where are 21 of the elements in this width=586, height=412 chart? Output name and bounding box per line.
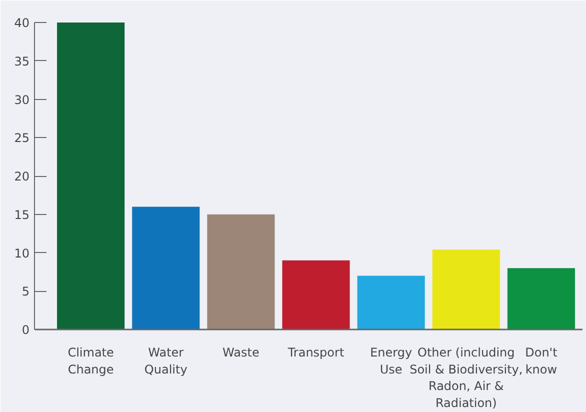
x-tick-label: Waste <box>222 346 260 360</box>
y-tick-label: 40 <box>14 16 30 30</box>
bar <box>207 214 275 330</box>
y-tick-label: 0 <box>22 323 30 337</box>
bar <box>432 250 500 330</box>
x-tick-label: Water Quality <box>144 346 188 376</box>
x-tick-label: Climate Change <box>68 346 114 376</box>
y-tick-label: 15 <box>14 208 30 222</box>
bar <box>357 276 425 330</box>
y-tick-label: 20 <box>14 170 30 184</box>
y-tick-label: 5 <box>22 284 30 299</box>
y-tick-label: 25 <box>14 131 30 146</box>
x-tick-label: Don't know <box>525 346 558 376</box>
bar <box>132 206 200 330</box>
bar <box>57 22 125 330</box>
bar <box>282 260 350 330</box>
x-tick-label: Transport <box>286 346 344 360</box>
y-tick-label: 30 <box>14 92 30 107</box>
bar <box>507 268 575 330</box>
y-tick-label: 35 <box>14 54 30 68</box>
y-tick-label: 10 <box>14 246 30 260</box>
